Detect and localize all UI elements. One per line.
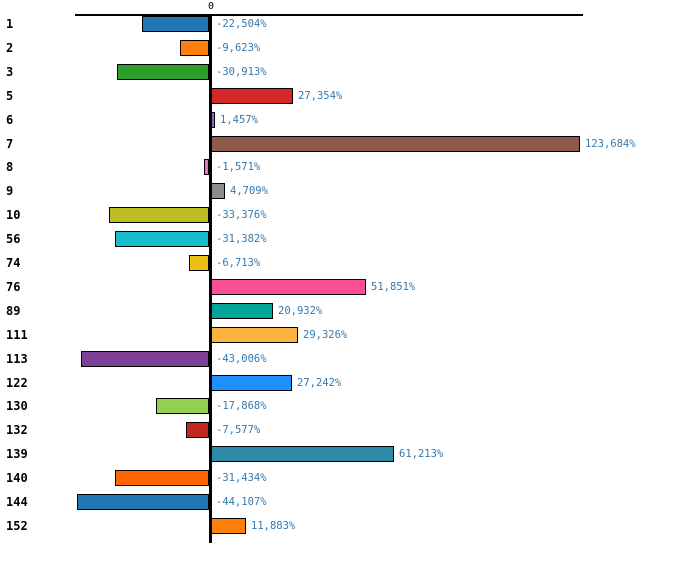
category-label: 122 <box>6 376 28 390</box>
value-label: -30,913% <box>216 66 267 78</box>
category-label: 56 <box>6 232 21 246</box>
value-label: -6,713% <box>216 257 261 269</box>
bar <box>115 470 209 486</box>
value-label: 20,932% <box>278 305 323 317</box>
bar <box>211 303 273 319</box>
bar <box>211 518 246 534</box>
bar <box>117 64 209 80</box>
bar <box>211 446 394 462</box>
bar <box>156 398 209 414</box>
category-label: 1 <box>6 17 14 31</box>
bar <box>77 494 209 510</box>
zero-baseline <box>209 15 212 543</box>
value-label: 27,242% <box>297 377 342 389</box>
value-label: -33,376% <box>216 209 267 221</box>
bar <box>109 207 209 223</box>
value-label: -7,577% <box>216 424 261 436</box>
bar <box>81 351 209 367</box>
bar <box>211 279 366 295</box>
value-label: 11,883% <box>251 520 296 532</box>
value-label: -17,868% <box>216 400 267 412</box>
bar <box>211 327 298 343</box>
category-label: 140 <box>6 471 28 485</box>
axis-tick-label-zero: 0 <box>207 1 215 12</box>
category-label: 8 <box>6 160 14 174</box>
bar <box>142 16 209 32</box>
value-label: -43,006% <box>216 353 267 365</box>
value-label: 27,354% <box>298 90 343 102</box>
value-label: -31,434% <box>216 472 267 484</box>
category-label: 6 <box>6 113 14 127</box>
category-label: 144 <box>6 495 28 509</box>
x-axis-line <box>75 14 583 16</box>
category-label: 130 <box>6 399 28 413</box>
bar <box>186 422 209 438</box>
category-label: 10 <box>6 208 21 222</box>
bar <box>211 183 225 199</box>
category-label: 7 <box>6 137 14 151</box>
bar <box>189 255 209 271</box>
value-label: 123,684% <box>585 138 636 150</box>
value-label: 61,213% <box>399 448 444 460</box>
value-label: -31,382% <box>216 233 267 245</box>
category-label: 132 <box>6 423 28 437</box>
value-label: 1,457% <box>220 114 258 126</box>
value-label: -1,571% <box>216 161 261 173</box>
bar <box>204 159 209 175</box>
value-label: 4,709% <box>230 185 268 197</box>
value-label: -44,107% <box>216 496 267 508</box>
bar <box>115 231 209 247</box>
bar <box>211 88 293 104</box>
bar <box>211 136 580 152</box>
bar <box>180 40 209 56</box>
category-label: 76 <box>6 280 21 294</box>
category-label: 152 <box>6 519 28 533</box>
value-label: 51,851% <box>371 281 416 293</box>
bar <box>211 112 215 128</box>
category-label: 113 <box>6 352 28 366</box>
category-label: 3 <box>6 65 14 79</box>
category-label: 89 <box>6 304 21 318</box>
category-label: 9 <box>6 184 14 198</box>
bar <box>211 375 292 391</box>
value-label: -9,623% <box>216 42 261 54</box>
category-label: 139 <box>6 447 28 461</box>
category-label: 5 <box>6 89 14 103</box>
value-label: 29,326% <box>303 329 348 341</box>
value-label: -22,504% <box>216 18 267 30</box>
category-label: 111 <box>6 328 28 342</box>
category-label: 74 <box>6 256 21 270</box>
category-label: 2 <box>6 41 14 55</box>
